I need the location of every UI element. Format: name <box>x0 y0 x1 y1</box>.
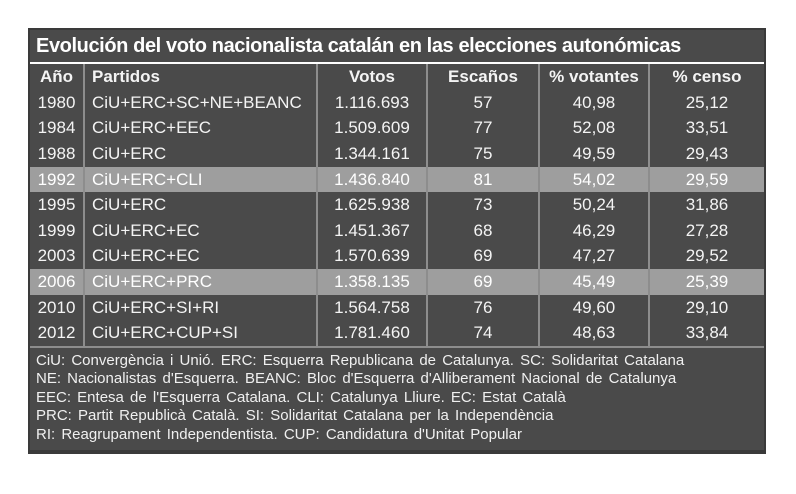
footnotes: CiU: Convergència i Unió. ERC: Esquerra … <box>30 348 764 450</box>
table-cell-partidos: CiU+ERC+EC <box>83 243 316 270</box>
table-cell-votos: 1.509.609 <box>316 115 426 142</box>
table-row: 2006 CiU+ERC+PRC 1.358.135 69 45,49 25,3… <box>30 269 764 295</box>
table-cell-partidos: CiU+ERC+CUP+SI <box>83 320 316 346</box>
table-cell-votos: 1.564.758 <box>316 294 426 321</box>
footnotes-divider <box>30 345 764 348</box>
table-cell-votantes: 54,02 <box>538 166 648 193</box>
table-cell-escanos: 69 <box>426 269 538 295</box>
table-row: 1992 CiU+ERC+CLI 1.436.840 81 54,02 29,5… <box>30 166 764 193</box>
table-body: 1980 CiU+ERC+SC+NE+BEANC 1.116.693 57 40… <box>30 90 764 346</box>
table-cell-votantes: 49,60 <box>538 294 648 321</box>
table-cell-partidos: CiU+ERC+SC+NE+BEANC <box>83 90 316 116</box>
table-row: 2010 CiU+ERC+SI+RI 1.564.758 76 49,60 29… <box>30 294 764 321</box>
table-cell-ano: 1999 <box>37 220 76 240</box>
table-cell-ano: 1980 <box>37 92 76 112</box>
title-divider <box>30 62 764 64</box>
table-cell-partidos: CiU+ERC+SI+RI <box>83 294 316 321</box>
table-cell-votantes: 49,59 <box>538 141 648 167</box>
table-cell-votantes: 47,27 <box>538 243 648 270</box>
table-row: 1980 CiU+ERC+SC+NE+BEANC 1.116.693 57 40… <box>30 90 764 116</box>
table-cell-votantes: 50,24 <box>538 192 648 218</box>
footnote-line: EEC: Entesa de l'Esquerra Catalana. CLI:… <box>36 388 566 406</box>
table-cell-escanos: 81 <box>426 166 538 193</box>
table-row: 1984 CiU+ERC+EEC 1.509.609 77 52,08 33,5… <box>30 115 764 142</box>
table-cell-escanos: 76 <box>426 294 538 321</box>
footnote-line: RI: Reagrupament Independentista. CUP: C… <box>36 425 522 443</box>
table-cell-censo: 25,39 <box>648 269 764 295</box>
table-cell-censo: 25,12 <box>648 90 764 116</box>
table-row: 1995 CiU+ERC 1.625.938 73 50,24 31,86 <box>30 192 764 218</box>
table-cell-escanos: 73 <box>426 192 538 218</box>
table-cell-censo: 33,84 <box>648 320 764 346</box>
table-cell-votos: 1.116.693 <box>316 90 426 116</box>
table-row: 2012 CiU+ERC+CUP+SI 1.781.460 74 48,63 3… <box>30 320 764 346</box>
table-cell-partidos: CiU+ERC+EC <box>83 217 316 244</box>
table-title: Evolución del voto nacionalista catalán … <box>36 35 681 57</box>
table-cell-votos: 1.451.367 <box>316 217 426 244</box>
table-cell-ano: 2003 <box>37 246 76 266</box>
table-cell-votantes: 40,98 <box>538 90 648 116</box>
footnote-line: CiU: Convergència i Unió. ERC: Esquerra … <box>36 351 685 369</box>
table-cell-ano: 2006 <box>37 271 76 291</box>
table-cell-partidos: CiU+ERC <box>83 141 316 167</box>
table-cell-votos: 1.781.460 <box>316 320 426 346</box>
table-cell-ano: 1995 <box>37 195 76 215</box>
table-cell-votantes: 52,08 <box>538 115 648 142</box>
table-cell-partidos: CiU+ERC+EEC <box>83 115 316 142</box>
table-cell-votos: 1.436.840 <box>316 166 426 193</box>
table-cell-partidos: CiU+ERC+PRC <box>83 269 316 295</box>
table-cell-votantes: 45,49 <box>538 269 648 295</box>
table-cell-censo: 29,59 <box>648 166 764 193</box>
column-header-ano: Año <box>39 67 74 86</box>
table-cell-escanos: 75 <box>426 141 538 167</box>
table-row: 1999 CiU+ERC+EC 1.451.367 68 46,29 27,28 <box>30 217 764 244</box>
table-cell-votos: 1.625.938 <box>316 192 426 218</box>
table-cell-censo: 29,10 <box>648 294 764 321</box>
footnote-line: NE: Nacionalistas d'Esquerra. BEANC: Blo… <box>36 370 677 388</box>
table-cell-partidos: CiU+ERC+CLI <box>83 166 316 193</box>
table-row: 1988 CiU+ERC 1.344.161 75 49,59 29,43 <box>30 141 764 167</box>
table-cell-escanos: 74 <box>426 320 538 346</box>
table-cell-ano: 1988 <box>37 143 76 163</box>
table-cell-escanos: 77 <box>426 115 538 142</box>
table-cell-ano: 2012 <box>37 323 76 343</box>
table-cell-ano: 2010 <box>37 297 76 317</box>
column-header-censo: % censo <box>648 64 764 90</box>
table-cell-escanos: 57 <box>426 90 538 116</box>
table-cell-ano: 1992 <box>37 169 76 189</box>
table-cell-votos: 1.570.639 <box>316 243 426 270</box>
column-header-votos: Votos <box>316 64 426 90</box>
column-header-escanos: Escaños <box>426 64 538 90</box>
table-cell-ano: 1984 <box>37 118 76 138</box>
table-cell-votantes: 48,63 <box>538 320 648 346</box>
column-header-votantes: % votantes <box>538 64 648 90</box>
table-cell-partidos: CiU+ERC <box>83 192 316 218</box>
column-header-partidos: Partidos <box>83 64 316 90</box>
table-cell-censo: 31,86 <box>648 192 764 218</box>
table-cell-escanos: 68 <box>426 217 538 244</box>
table-cell-censo: 27,28 <box>648 217 764 244</box>
table-cell-votos: 1.358.135 <box>316 269 426 295</box>
table-cell-censo: 29,52 <box>648 243 764 270</box>
table-row: 2003 CiU+ERC+EC 1.570.639 69 47,27 29,52 <box>30 243 764 270</box>
table-cell-censo: 29,43 <box>648 141 764 167</box>
footnote-line: PRC: Partit Republicà Català. SI: Solida… <box>36 407 554 425</box>
table-cell-votos: 1.344.161 <box>316 141 426 167</box>
table-header-row: Año Partidos Votos Escaños % votantes % … <box>30 64 764 90</box>
table-cell-votantes: 46,29 <box>538 217 648 244</box>
election-table-panel: Evolución del voto nacionalista catalán … <box>28 28 766 454</box>
table-cell-censo: 33,51 <box>648 115 764 142</box>
table-cell-escanos: 69 <box>426 243 538 270</box>
